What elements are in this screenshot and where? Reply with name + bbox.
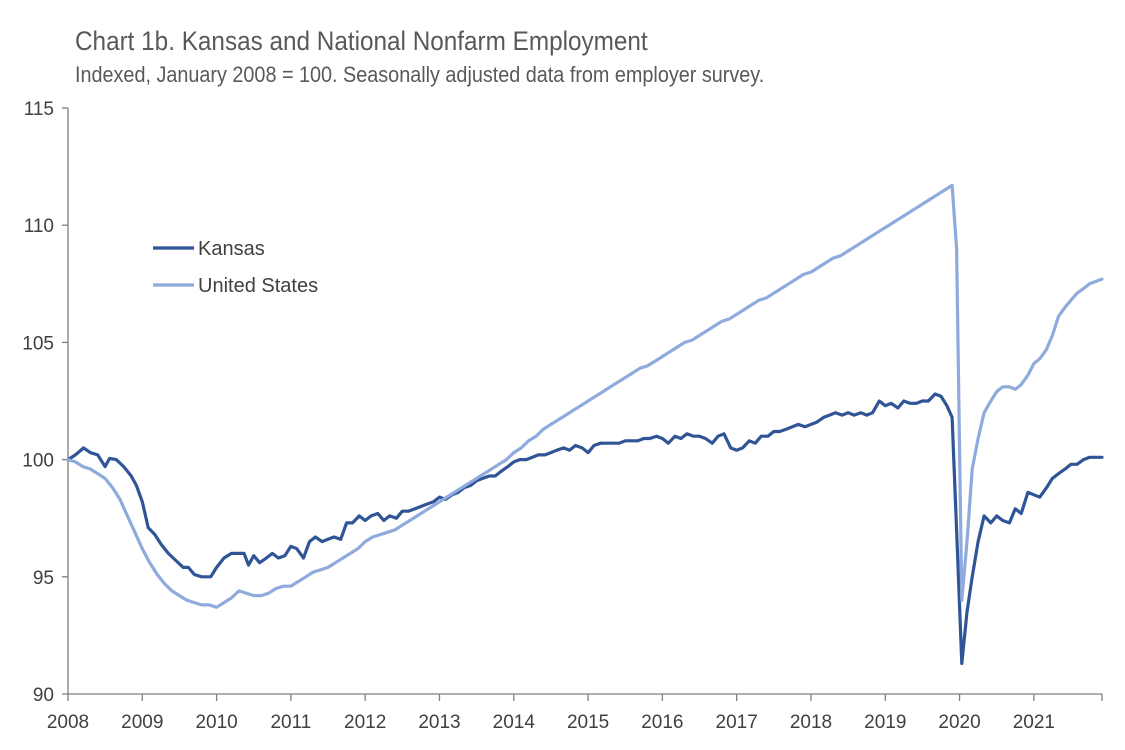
series-line-united-states (66, 183, 1104, 609)
x-tick-label: 2013 (418, 712, 460, 733)
x-tick-label: 2010 (195, 712, 237, 733)
x-tick-label: 2011 (270, 712, 311, 733)
x-tick-label: 2014 (493, 712, 536, 733)
legend-label: Kansas (198, 238, 265, 260)
x-tick-label: 2015 (567, 712, 609, 733)
y-tick-label: 115 (24, 99, 54, 120)
x-tick-label: 2008 (47, 712, 89, 733)
x-tick-label: 2012 (344, 712, 386, 733)
series-line-kansas (66, 392, 1104, 666)
x-tick-label: 2020 (938, 712, 980, 733)
x-tick-label: 2019 (864, 712, 906, 733)
x-tick-label: 2009 (121, 712, 163, 733)
series-layer (66, 183, 1104, 666)
y-tick-label: 95 (33, 568, 54, 589)
y-tick-label: 100 (22, 451, 54, 472)
x-tick-label: 2017 (716, 712, 758, 733)
y-tick-label: 90 (33, 685, 54, 706)
x-tick-label: 2021 (1013, 712, 1055, 733)
legend: Kansas United States (153, 238, 318, 297)
legend-label: United States (198, 275, 318, 297)
chart-subtitle: Indexed, January 2008 = 100. Seasonally … (75, 62, 765, 87)
x-tick-label: 2018 (790, 712, 832, 733)
axes: 90 95 100 105 110 115 2008 2009 2010 2011 2012 2013… (22, 99, 1103, 733)
x-tick-label: 2016 (641, 712, 683, 733)
y-tick-label: 110 (24, 216, 54, 237)
chart-title: Chart 1b. Kansas and National Nonfarm Em… (75, 26, 648, 56)
y-tick-label: 105 (22, 333, 54, 354)
